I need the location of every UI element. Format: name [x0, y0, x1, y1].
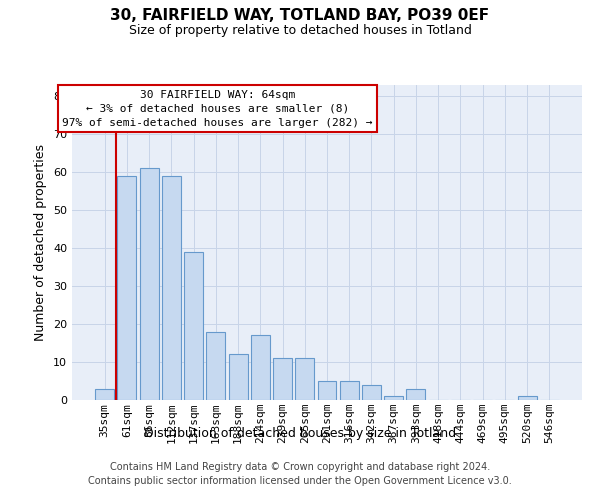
Bar	[184, 252, 203, 400]
Bar	[384, 396, 403, 400]
Bar	[317, 381, 337, 400]
Text: Contains HM Land Registry data © Crown copyright and database right 2024.: Contains HM Land Registry data © Crown c…	[110, 462, 490, 472]
Bar	[206, 332, 225, 400]
Bar	[518, 396, 536, 400]
Bar	[406, 388, 425, 400]
Y-axis label: Number of detached properties: Number of detached properties	[34, 144, 47, 341]
Bar	[140, 168, 158, 400]
Text: 30 FAIRFIELD WAY: 64sqm
← 3% of detached houses are smaller (8)
97% of semi-deta: 30 FAIRFIELD WAY: 64sqm ← 3% of detached…	[62, 90, 373, 128]
Bar	[362, 385, 381, 400]
Bar	[251, 336, 270, 400]
Bar	[295, 358, 314, 400]
Bar	[273, 358, 292, 400]
Text: Size of property relative to detached houses in Totland: Size of property relative to detached ho…	[128, 24, 472, 37]
Bar	[118, 176, 136, 400]
Text: Contains public sector information licensed under the Open Government Licence v3: Contains public sector information licen…	[88, 476, 512, 486]
Text: 30, FAIRFIELD WAY, TOTLAND BAY, PO39 0EF: 30, FAIRFIELD WAY, TOTLAND BAY, PO39 0EF	[110, 8, 490, 22]
Bar	[95, 388, 114, 400]
Bar	[229, 354, 248, 400]
Text: Distribution of detached houses by size in Totland: Distribution of detached houses by size …	[144, 428, 456, 440]
Bar	[162, 176, 181, 400]
Bar	[340, 381, 359, 400]
